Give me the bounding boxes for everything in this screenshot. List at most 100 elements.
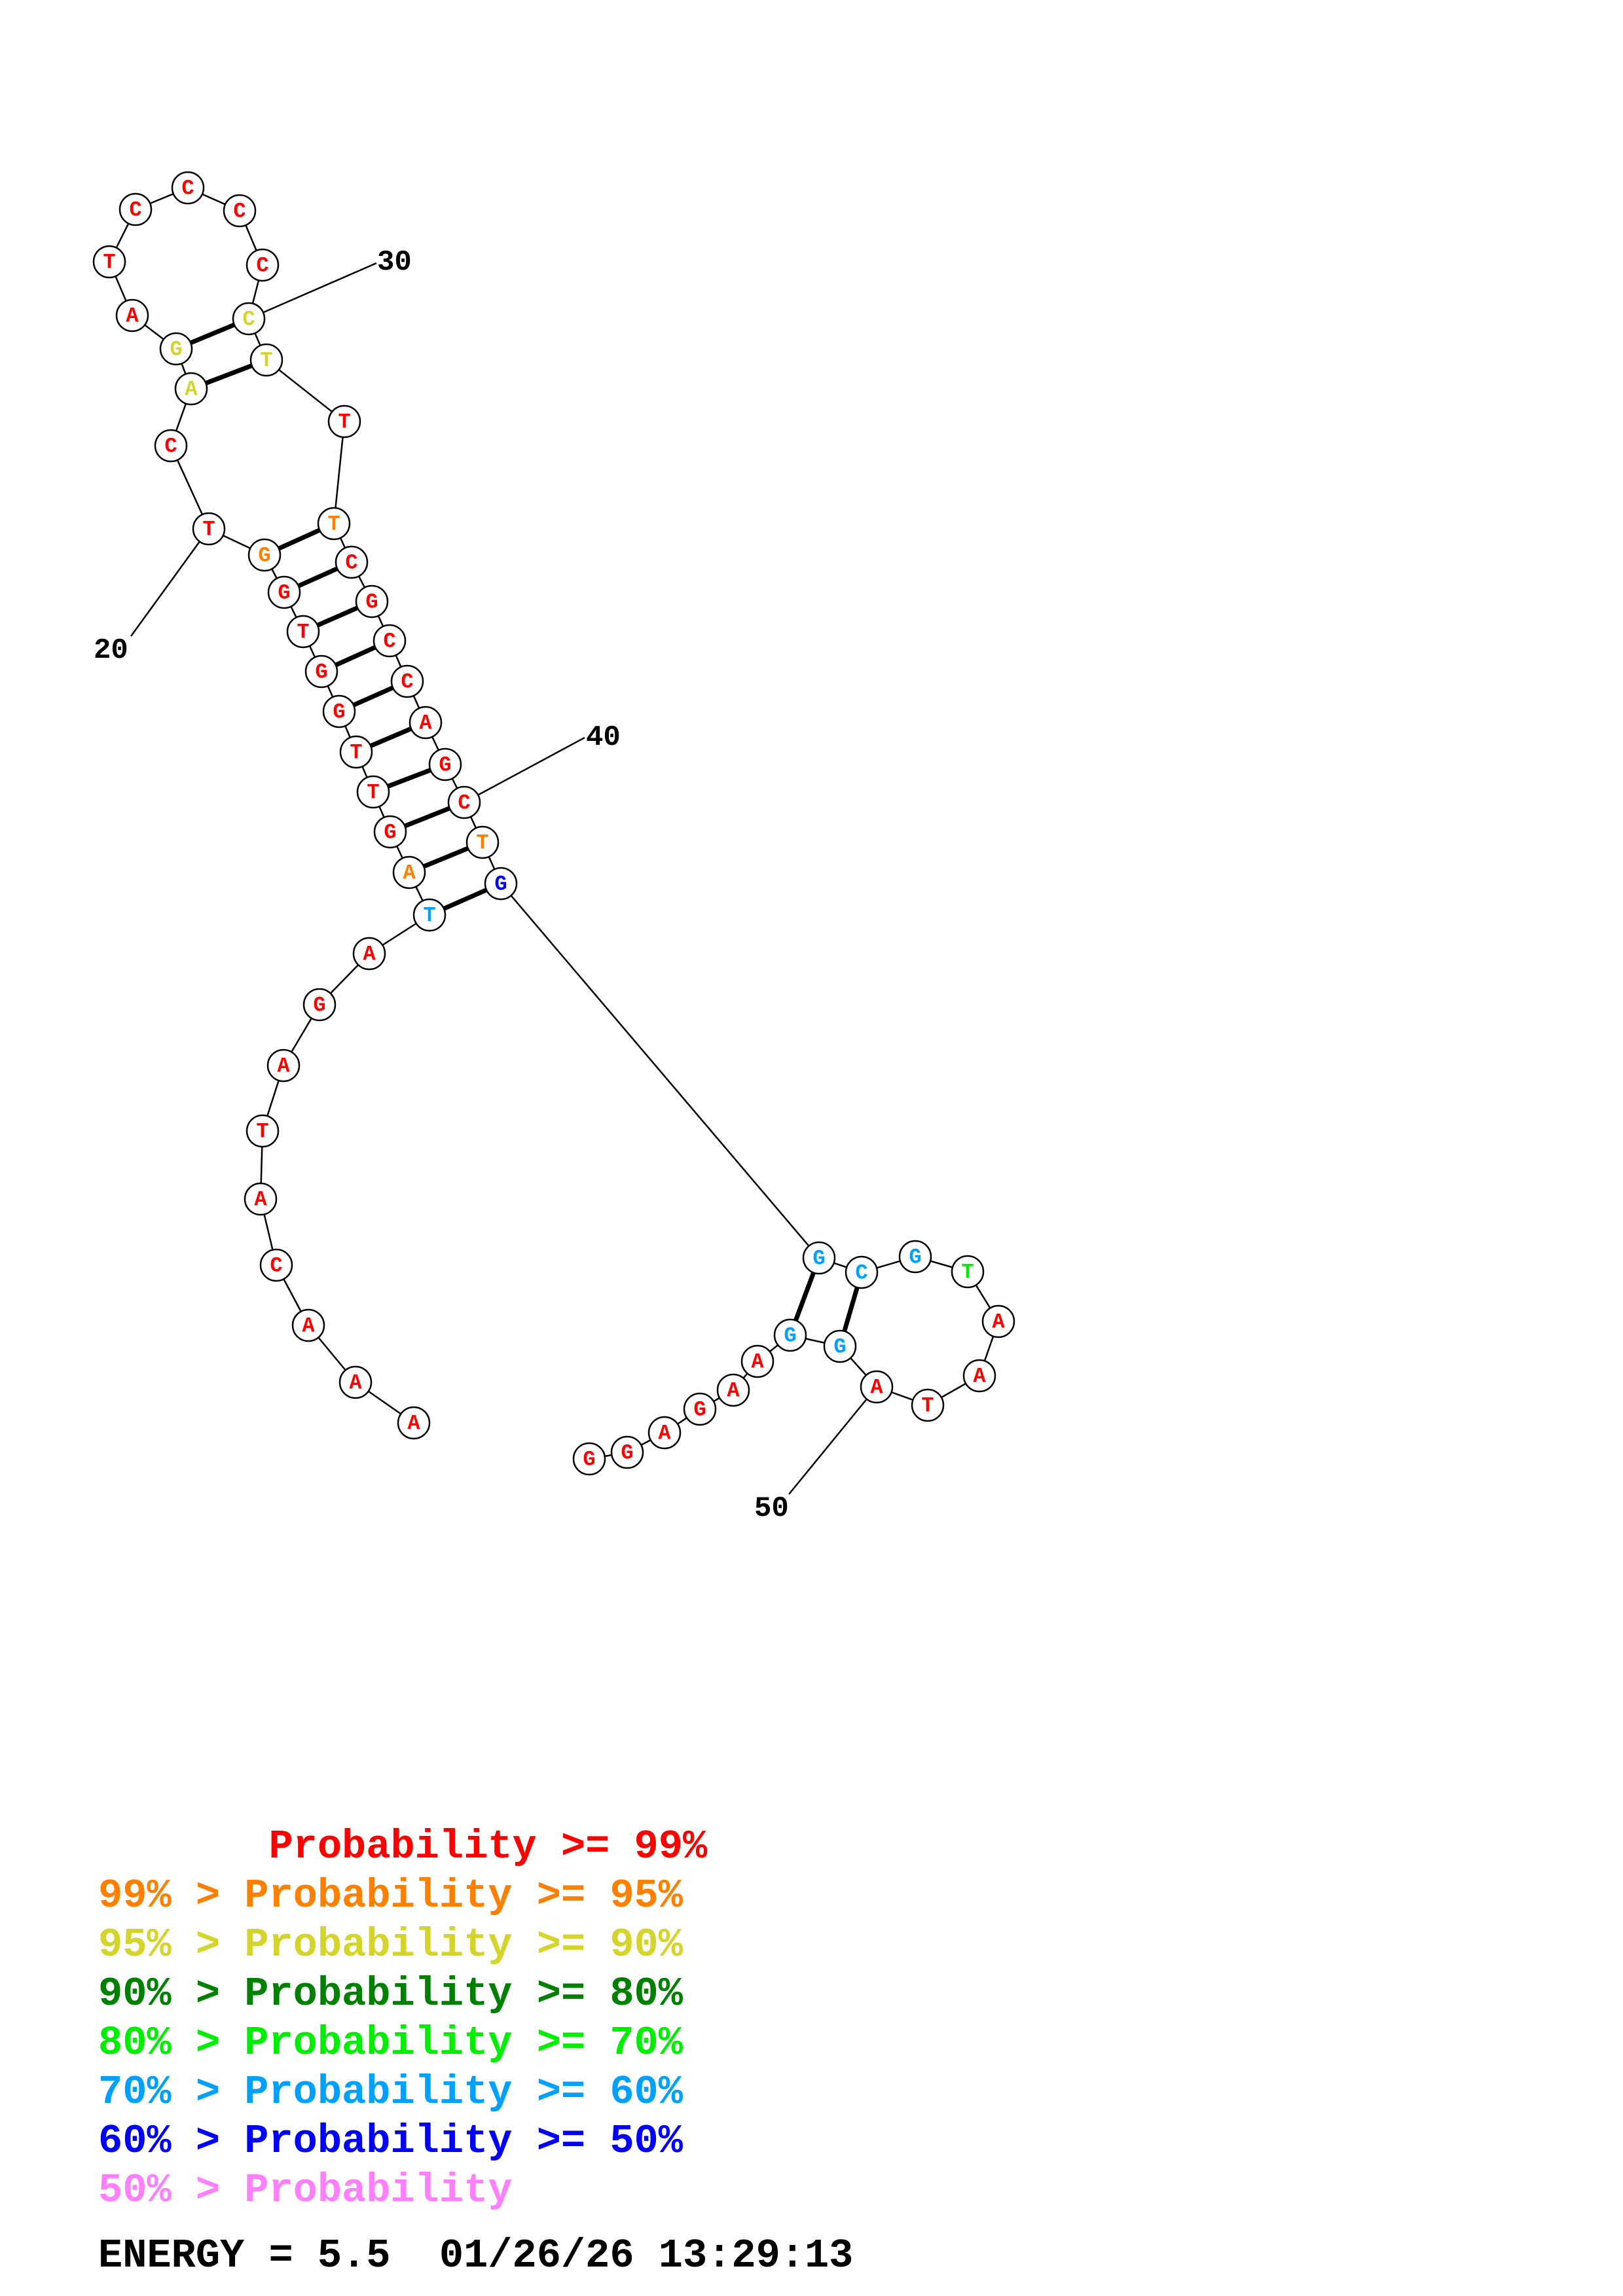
position-tick — [788, 1386, 877, 1495]
base-circle — [447, 785, 481, 819]
base-letter: T — [476, 831, 488, 855]
base-circle — [174, 372, 208, 406]
base-node: A — [244, 1182, 278, 1216]
base-node: G — [322, 694, 356, 728]
base-node: C — [246, 248, 280, 282]
base-pair-layer — [189, 322, 860, 1332]
base-node-layer: AAACATAGATAGTTGGTGGTCAGATCCCCCTTTCGCCAGC… — [92, 171, 1015, 1476]
backbone-layer — [108, 187, 1000, 1460]
base-circle — [246, 248, 280, 282]
base-circle — [286, 615, 320, 649]
base-circle — [247, 538, 282, 572]
base-letter: G — [833, 1335, 846, 1359]
legend-entry: 99% > Probability >= 95% — [98, 1873, 684, 1919]
base-node: T — [911, 1388, 945, 1422]
position-tick — [464, 736, 585, 804]
base-letter: A — [751, 1350, 764, 1374]
base-node: G — [610, 1435, 644, 1469]
base-node: T — [465, 825, 500, 859]
base-letter: A — [973, 1365, 986, 1389]
base-circle — [397, 1406, 431, 1440]
base-node: G — [247, 538, 282, 572]
base-node: A — [962, 1359, 996, 1393]
position-label-20: 20 — [94, 634, 128, 667]
base-circle — [267, 575, 301, 609]
base-circle — [266, 1049, 301, 1083]
base-node: A — [352, 937, 386, 971]
legend-entry: 95% > Probability >= 90% — [98, 1922, 684, 1968]
base-node: A — [716, 1373, 750, 1407]
base-node: G — [304, 655, 338, 689]
base-node: A — [647, 1416, 682, 1450]
base-circle — [246, 1114, 280, 1148]
base-pair-bond — [316, 605, 359, 628]
base-letter: A — [870, 1376, 883, 1400]
base-letter: T — [350, 741, 362, 765]
base-pair-bond — [297, 566, 338, 588]
base-letter: A — [992, 1310, 1005, 1335]
base-letter: C — [181, 177, 194, 201]
base-letter: G — [784, 1324, 796, 1348]
base-circle — [171, 171, 205, 205]
base-circle — [823, 1329, 857, 1363]
base-letter: G — [170, 338, 182, 362]
base-letter: C — [345, 551, 357, 575]
base-node: T — [249, 343, 283, 377]
base-circle — [92, 245, 126, 279]
base-circle — [373, 815, 407, 849]
base-node: A — [397, 1406, 431, 1440]
base-node: T — [356, 775, 390, 809]
base-node: A — [266, 1049, 301, 1083]
position-label-40: 40 — [586, 721, 621, 754]
base-letter: A — [277, 1054, 290, 1079]
base-letter: G — [313, 994, 325, 1018]
base-pair-bond — [352, 685, 394, 708]
base-node: G — [898, 1240, 932, 1274]
base-letter: G — [315, 660, 327, 685]
base-node: G — [159, 332, 193, 366]
base-circle — [773, 1318, 807, 1352]
base-letter: A — [727, 1379, 740, 1403]
base-pair-bond — [422, 846, 469, 869]
base-circle — [339, 735, 373, 769]
base-node: G — [484, 867, 518, 901]
base-circle — [317, 507, 351, 541]
base-node: C — [390, 664, 424, 698]
base-node: C — [259, 1248, 293, 1282]
base-circle — [154, 429, 188, 463]
base-node: A — [392, 855, 426, 889]
base-circle — [390, 664, 424, 698]
base-circle — [610, 1435, 644, 1469]
base-circle — [259, 1248, 293, 1282]
base-circle — [740, 1344, 775, 1378]
base-letter: T — [256, 1120, 268, 1144]
base-node: T — [339, 735, 373, 769]
base-node: C — [119, 192, 153, 226]
base-pair-bond — [793, 1272, 816, 1321]
base-circle — [373, 624, 407, 658]
base-circle — [322, 694, 356, 728]
base-circle — [192, 512, 226, 546]
base-node: T — [951, 1255, 985, 1289]
position-label-50: 50 — [754, 1492, 789, 1525]
legend-entry: 60% > Probability >= 50% — [98, 2118, 684, 2164]
base-node: G — [683, 1392, 717, 1426]
base-letter: C — [383, 630, 395, 654]
base-pair-bond — [205, 363, 253, 386]
position-label-30: 30 — [377, 246, 412, 279]
base-node: A — [409, 706, 443, 740]
backbone-line — [108, 187, 1000, 1460]
base-circle — [802, 1241, 836, 1275]
base-node: C — [335, 545, 369, 579]
base-circle — [115, 298, 149, 332]
base-pair-bond — [189, 322, 236, 346]
base-pair-bond — [278, 528, 321, 551]
base-letter: A — [302, 1314, 315, 1338]
energy-footer: ENERGY = 5.5 01/26/26 13:29:13 — [98, 2233, 853, 2279]
base-letter: G — [365, 590, 378, 615]
base-letter: G — [621, 1441, 633, 1465]
base-node: C — [223, 194, 257, 228]
base-letter: A — [185, 378, 198, 402]
base-letter: G — [439, 753, 451, 778]
